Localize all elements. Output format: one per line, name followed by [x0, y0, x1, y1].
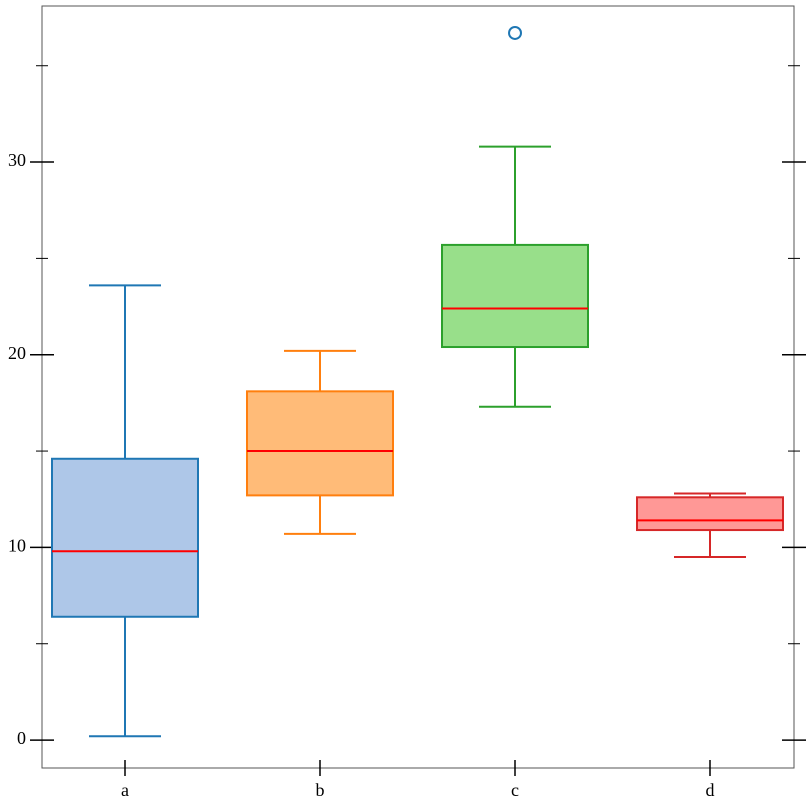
y-tick-label: 0	[17, 728, 26, 748]
x-tick-label: a	[121, 780, 129, 800]
box	[51, 457, 199, 618]
y-tick-label: 30	[8, 150, 26, 170]
y-tick-label: 20	[8, 343, 26, 363]
plot-frame	[41, 5, 795, 769]
box	[636, 496, 784, 532]
box	[441, 243, 589, 349]
y-tick-label: 10	[8, 536, 26, 556]
x-tick-label: b	[316, 780, 325, 800]
x-tick-label: c	[511, 780, 519, 800]
box	[246, 390, 394, 497]
x-tick-label: d	[706, 780, 715, 800]
flier	[508, 25, 522, 40]
